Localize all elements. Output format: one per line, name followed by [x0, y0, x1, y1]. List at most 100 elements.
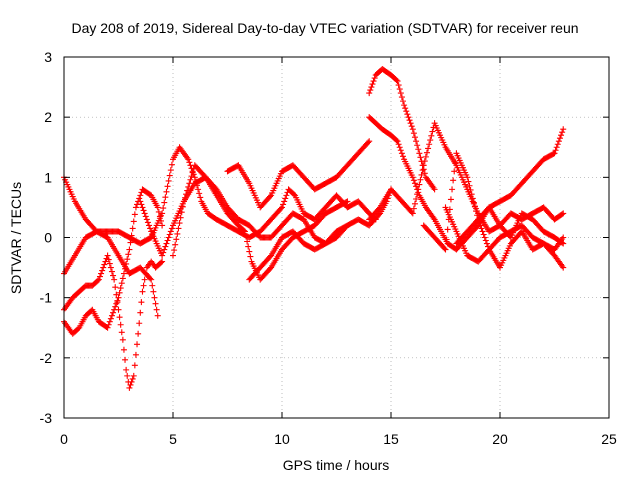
data-point — [137, 192, 144, 199]
data-point — [415, 186, 422, 193]
data-point — [344, 222, 351, 229]
x-axis-label: GPS time / hours — [283, 457, 390, 473]
data-point — [149, 282, 156, 289]
data-point — [159, 222, 166, 229]
data-point — [104, 252, 111, 259]
data-point — [127, 381, 134, 388]
data-point — [189, 169, 196, 176]
data-point — [243, 233, 250, 240]
data-point — [141, 210, 148, 217]
data-point — [470, 199, 477, 206]
data-point — [420, 162, 427, 169]
data-point — [451, 168, 458, 175]
data-point — [244, 238, 251, 245]
data-point — [409, 174, 416, 181]
data-point — [161, 199, 168, 206]
data-point — [159, 252, 166, 259]
data-point — [481, 234, 488, 241]
data-point — [115, 294, 122, 301]
data-point — [140, 207, 147, 214]
data-point — [188, 173, 195, 180]
y-tick-label: 0 — [44, 230, 52, 246]
data-point — [417, 176, 424, 183]
data-point — [405, 114, 412, 121]
data-point — [366, 90, 373, 97]
data-point — [168, 161, 175, 168]
data-point — [407, 120, 414, 127]
data-point — [120, 270, 127, 277]
data-point — [370, 78, 377, 85]
data-point — [168, 225, 175, 232]
data-point — [98, 270, 105, 277]
data-point — [290, 191, 297, 198]
data-point — [164, 237, 171, 244]
data-point — [195, 186, 202, 193]
data-point — [414, 191, 421, 198]
data-point — [164, 183, 171, 190]
data-point — [474, 212, 481, 219]
data-point — [122, 265, 129, 272]
data-point — [110, 272, 117, 279]
data-point — [179, 203, 186, 210]
data-point — [395, 141, 402, 148]
data-point — [398, 150, 405, 157]
data-point — [344, 198, 351, 205]
data-point — [170, 252, 176, 259]
series-track-l — [420, 150, 567, 271]
data-point — [94, 277, 101, 284]
data-point — [280, 201, 287, 208]
data-point — [111, 276, 118, 283]
data-point — [479, 228, 486, 235]
data-point — [421, 170, 428, 177]
data-point — [417, 154, 424, 161]
data-point — [187, 176, 194, 183]
data-point — [444, 226, 451, 233]
data-point — [196, 190, 203, 197]
data-point — [421, 158, 428, 165]
data-point — [450, 177, 457, 184]
data-point — [402, 105, 409, 112]
data-point — [142, 270, 149, 277]
data-point — [132, 351, 139, 358]
data-point — [281, 198, 288, 205]
data-point — [159, 210, 166, 217]
x-tick-label: 0 — [60, 431, 68, 447]
data-point — [449, 186, 456, 193]
series-track-b — [61, 252, 166, 391]
y-tick-label: 1 — [44, 169, 52, 185]
data-point — [165, 234, 172, 241]
y-axis-label: SDTVAR / TECUs — [8, 182, 24, 294]
data-point — [166, 231, 173, 238]
data-point — [393, 77, 400, 84]
data-point — [473, 208, 480, 215]
data-point — [126, 246, 133, 253]
data-point — [167, 167, 174, 174]
data-point — [129, 225, 136, 232]
data-point — [474, 223, 481, 230]
y-tick-label: 2 — [44, 109, 52, 125]
data-point — [147, 225, 154, 232]
data-point — [559, 239, 566, 246]
y-tick-label: -1 — [40, 290, 53, 306]
data-point — [282, 195, 289, 202]
axis-ticks: 0 5 10 15 20 25 -3 -2 -1 0 1 2 3 — [40, 49, 617, 447]
data-point — [112, 303, 119, 310]
data-point — [144, 219, 151, 226]
data-point — [141, 276, 148, 283]
data-point — [556, 135, 563, 142]
data-point — [560, 240, 567, 247]
data-point — [112, 284, 119, 291]
data-point — [559, 129, 566, 136]
data-point — [135, 330, 142, 337]
data-point — [408, 209, 415, 216]
data-point — [131, 362, 138, 369]
data-point — [555, 138, 562, 145]
data-point — [126, 384, 133, 391]
data-point — [100, 264, 107, 271]
data-point — [396, 86, 403, 93]
data-point — [185, 156, 192, 163]
data-point — [452, 159, 459, 166]
data-point — [395, 82, 402, 89]
x-tick-label: 10 — [274, 431, 290, 447]
data-point — [161, 246, 168, 253]
